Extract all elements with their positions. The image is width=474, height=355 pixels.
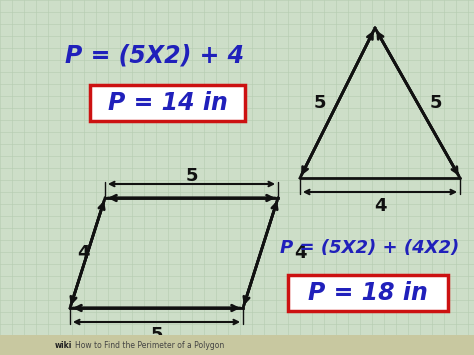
Text: 4: 4 bbox=[77, 244, 89, 262]
Text: 5: 5 bbox=[429, 94, 442, 112]
Text: wiki: wiki bbox=[55, 340, 73, 350]
Text: 5: 5 bbox=[313, 94, 326, 112]
Text: P = 18 in: P = 18 in bbox=[308, 281, 428, 305]
Text: 5: 5 bbox=[185, 167, 198, 185]
Text: P = 14 in: P = 14 in bbox=[108, 91, 228, 115]
Text: 5: 5 bbox=[150, 326, 163, 344]
Text: P = (5X2) + 4: P = (5X2) + 4 bbox=[65, 43, 245, 67]
Text: 4: 4 bbox=[294, 244, 306, 262]
Bar bbox=[90, 85, 245, 121]
Bar bbox=[0, 335, 474, 355]
Text: 4: 4 bbox=[374, 197, 386, 215]
Bar bbox=[288, 275, 448, 311]
Text: P = (5X2) + (4X2): P = (5X2) + (4X2) bbox=[281, 239, 460, 257]
Text: How to Find the Perimeter of a Polygon: How to Find the Perimeter of a Polygon bbox=[75, 340, 224, 350]
